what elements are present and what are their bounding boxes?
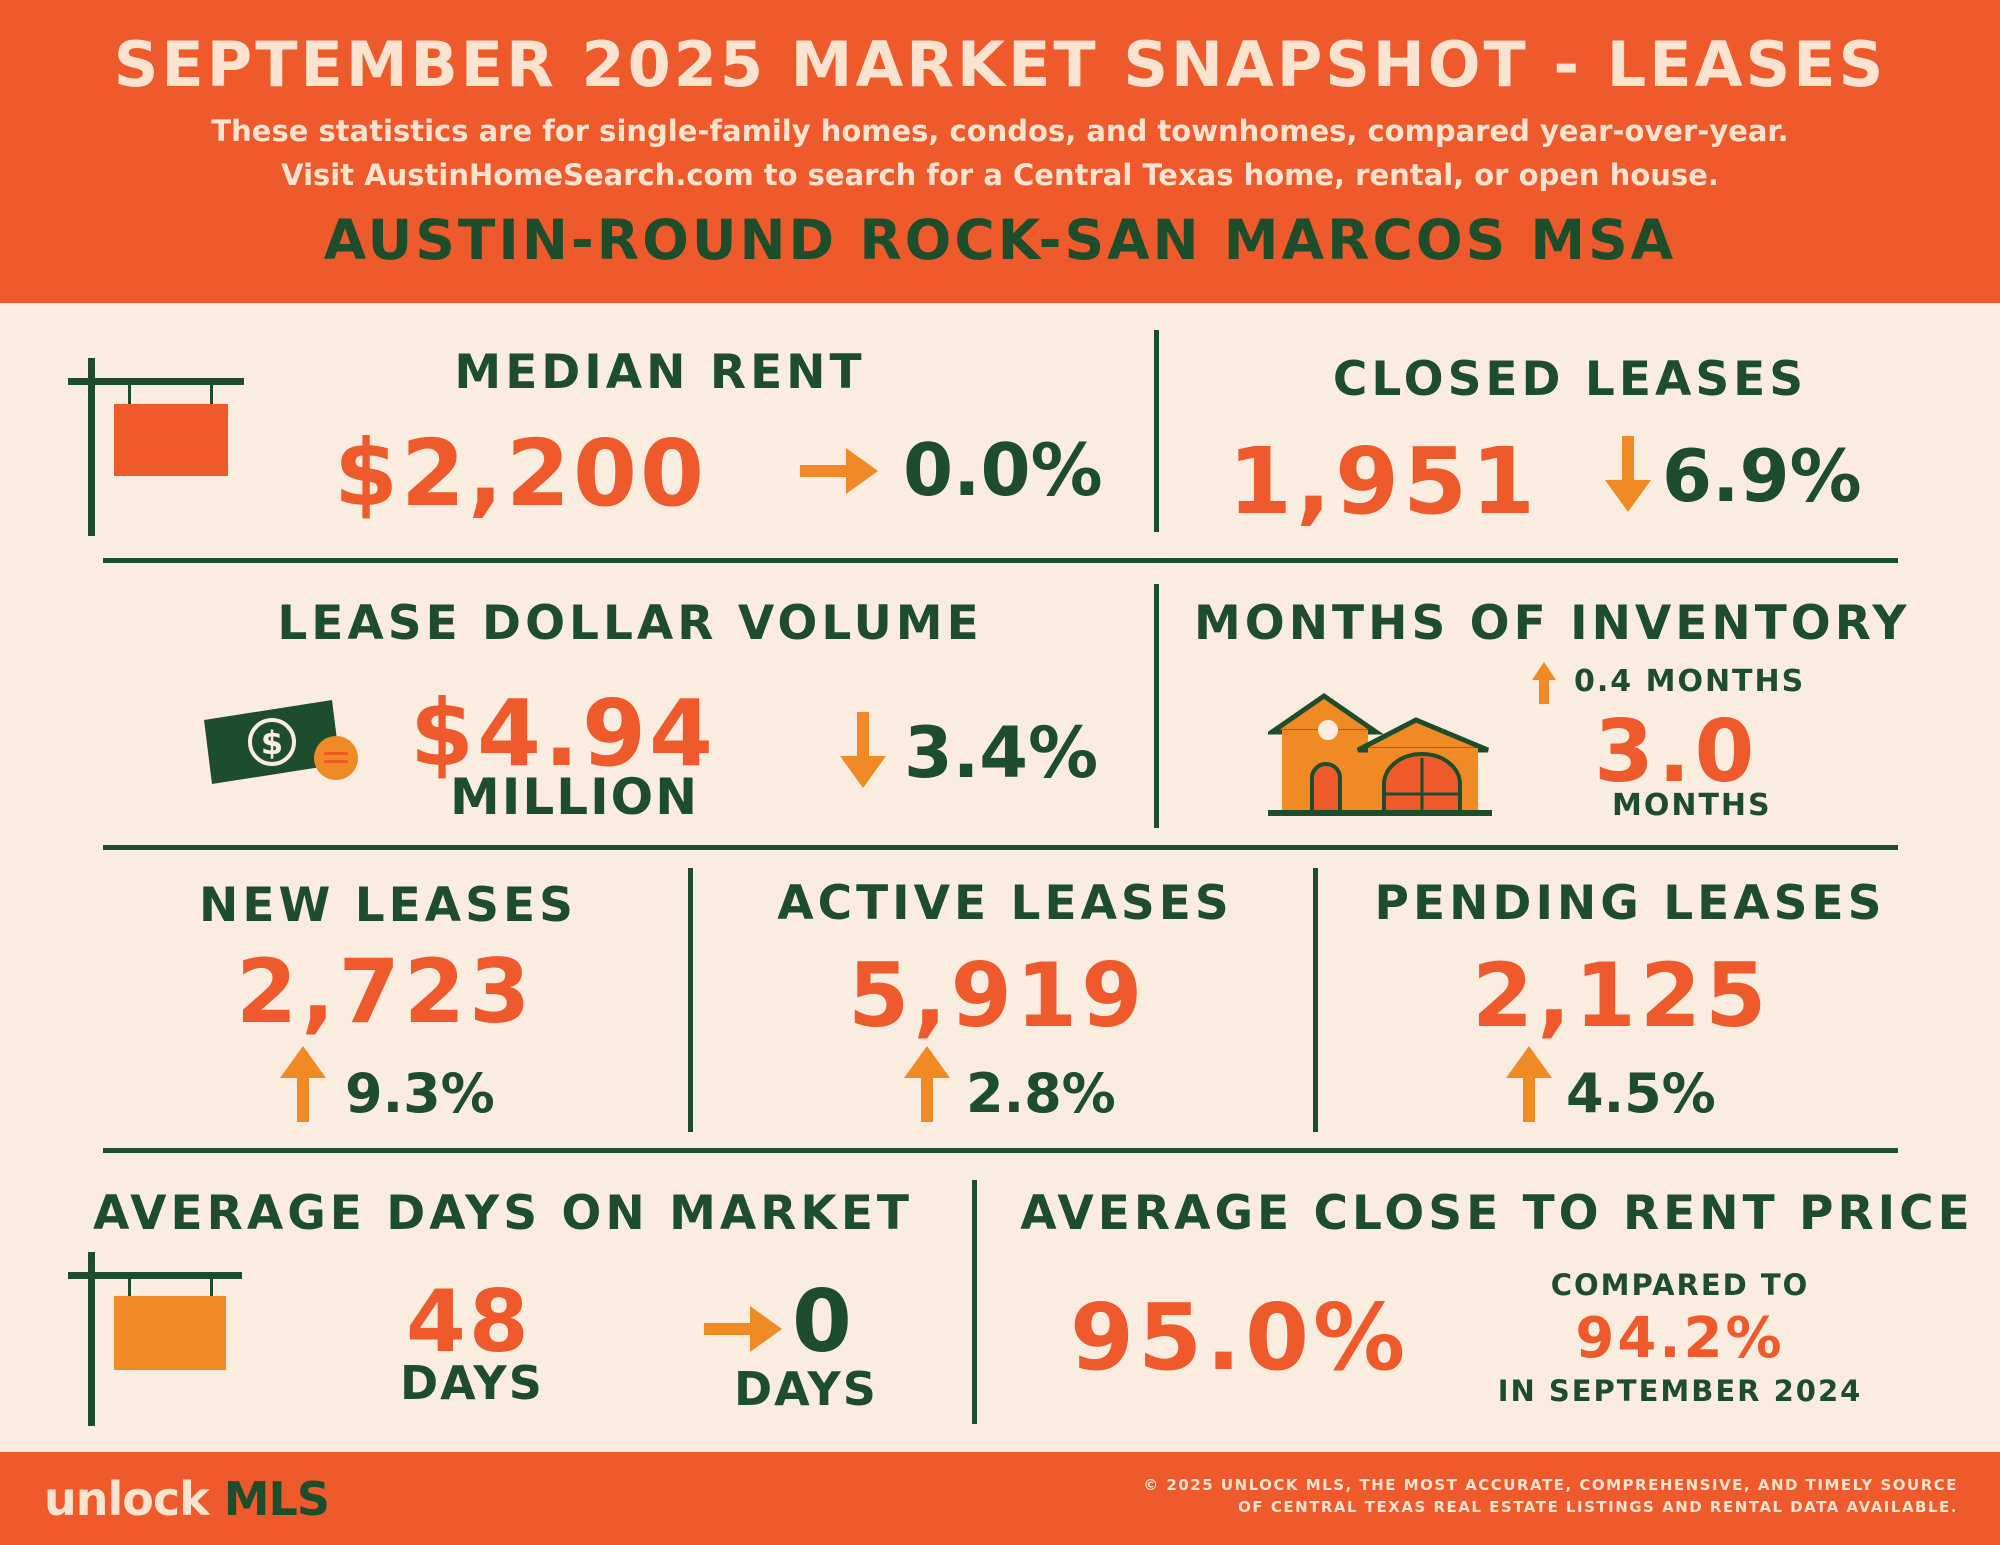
days-on-market-label: AVERAGE DAYS ON MARKET <box>93 1186 913 1241</box>
median-rent-value: $2,200 <box>334 420 708 527</box>
lease-volume-value: $4.94 <box>410 680 717 787</box>
divider <box>688 868 693 1132</box>
lease-volume-unit: MILLION <box>450 768 700 826</box>
arrow-up-icon <box>904 1046 950 1122</box>
inventory-label: MONTHS OF INVENTORY <box>1194 596 1911 651</box>
subtitle-line-2: Visit AustinHomeSearch.com to search for… <box>281 158 1719 192</box>
svg-text:$: $ <box>261 724 283 762</box>
divider <box>103 1148 1898 1153</box>
divider <box>103 558 1898 563</box>
page-title: SEPTEMBER 2025 MARKET SNAPSHOT - LEASES <box>113 28 1887 101</box>
median-rent-label: MEDIAN RENT <box>454 345 866 400</box>
active-leases-label: ACTIVE LEASES <box>777 876 1233 931</box>
compare-label: COMPARED TO <box>1550 1268 1810 1302</box>
divider <box>1313 868 1318 1132</box>
subtitle-line-1: These statistics are for single-family h… <box>211 114 1789 148</box>
days-on-market-change-unit: DAYS <box>734 1362 878 1416</box>
pending-leases-change: 4.5% <box>1566 1062 1716 1125</box>
compare-value: 94.2% <box>1575 1306 1785 1371</box>
copyright-line-1: © 2025 UNLOCK MLS, THE MOST ACCURATE, CO… <box>1143 1476 1958 1494</box>
median-rent-change: 0.0% <box>903 428 1103 512</box>
closed-leases-label: CLOSED LEASES <box>1332 352 1808 407</box>
pending-leases-value: 2,125 <box>1472 944 1771 1047</box>
divider <box>1154 584 1159 828</box>
hanging-sign-icon <box>68 1252 242 1426</box>
compare-period: IN SEPTEMBER 2024 <box>1497 1374 1863 1408</box>
closed-leases-change: 6.9% <box>1662 434 1862 518</box>
arrow-up-icon <box>280 1046 326 1122</box>
lease-volume-label: LEASE DOLLAR VOLUME <box>277 596 983 651</box>
inventory-unit: MONTHS <box>1612 788 1772 823</box>
house-icon <box>1268 692 1492 816</box>
close-to-rent-value: 95.0% <box>1070 1284 1410 1391</box>
inventory-value: 3.0 <box>1594 702 1759 802</box>
copyright-line-2: OF CENTRAL TEXAS REAL ESTATE LISTINGS AN… <box>1238 1498 1958 1516</box>
active-leases-value: 5,919 <box>848 944 1147 1047</box>
hanging-sign-icon <box>68 358 244 536</box>
close-to-rent-label: AVERAGE CLOSE TO RENT PRICE <box>1020 1186 1974 1241</box>
new-leases-label: NEW LEASES <box>199 878 577 933</box>
days-on-market-change: 0 <box>792 1272 852 1372</box>
region-title: AUSTIN-ROUND ROCK-SAN MARCOS MSA <box>323 208 1677 272</box>
divider <box>1154 330 1159 532</box>
days-on-market-value: 48 <box>406 1272 532 1372</box>
arrow-right-icon <box>800 448 878 494</box>
new-leases-value: 2,723 <box>236 940 535 1043</box>
arrow-up-icon <box>1506 1046 1552 1122</box>
arrow-down-icon <box>840 712 886 788</box>
closed-leases-value: 1,951 <box>1228 428 1540 535</box>
footer-banner <box>0 1452 2000 1545</box>
unlock-mls-logo: unlock MLS <box>44 1472 330 1526</box>
divider <box>972 1180 977 1424</box>
pending-leases-label: PENDING LEASES <box>1374 876 1886 931</box>
logo-word: unlock <box>44 1472 210 1526</box>
divider <box>103 845 1898 850</box>
arrow-down-icon <box>1605 436 1651 512</box>
arrow-right-icon <box>704 1306 782 1352</box>
inventory-change: 0.4 MONTHS <box>1574 664 1806 699</box>
arrow-up-icon <box>1532 662 1556 704</box>
money-bill-icon: $ <box>204 700 358 784</box>
logo-brand: MLS <box>223 1472 330 1526</box>
active-leases-change: 2.8% <box>966 1062 1116 1125</box>
lease-volume-change: 3.4% <box>904 712 1099 794</box>
header-banner <box>0 0 2000 303</box>
days-on-market-unit: DAYS <box>400 1356 544 1410</box>
new-leases-change: 9.3% <box>345 1062 495 1125</box>
